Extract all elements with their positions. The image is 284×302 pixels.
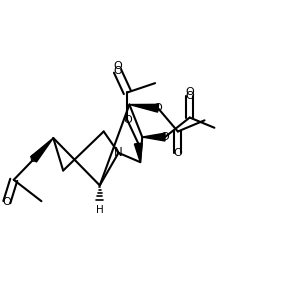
Text: O: O bbox=[174, 148, 182, 158]
Text: O: O bbox=[113, 61, 122, 71]
Text: O: O bbox=[154, 103, 162, 113]
Polygon shape bbox=[130, 104, 158, 112]
Text: H: H bbox=[96, 205, 104, 216]
Polygon shape bbox=[142, 133, 165, 141]
Text: O: O bbox=[185, 86, 194, 97]
Text: O: O bbox=[29, 154, 38, 164]
Text: O: O bbox=[161, 132, 169, 142]
Polygon shape bbox=[31, 138, 53, 162]
Polygon shape bbox=[134, 143, 142, 162]
Text: O: O bbox=[185, 91, 194, 101]
Text: O: O bbox=[3, 197, 11, 207]
Text: O: O bbox=[113, 66, 122, 76]
Text: N: N bbox=[114, 146, 123, 159]
Text: O: O bbox=[123, 115, 132, 125]
